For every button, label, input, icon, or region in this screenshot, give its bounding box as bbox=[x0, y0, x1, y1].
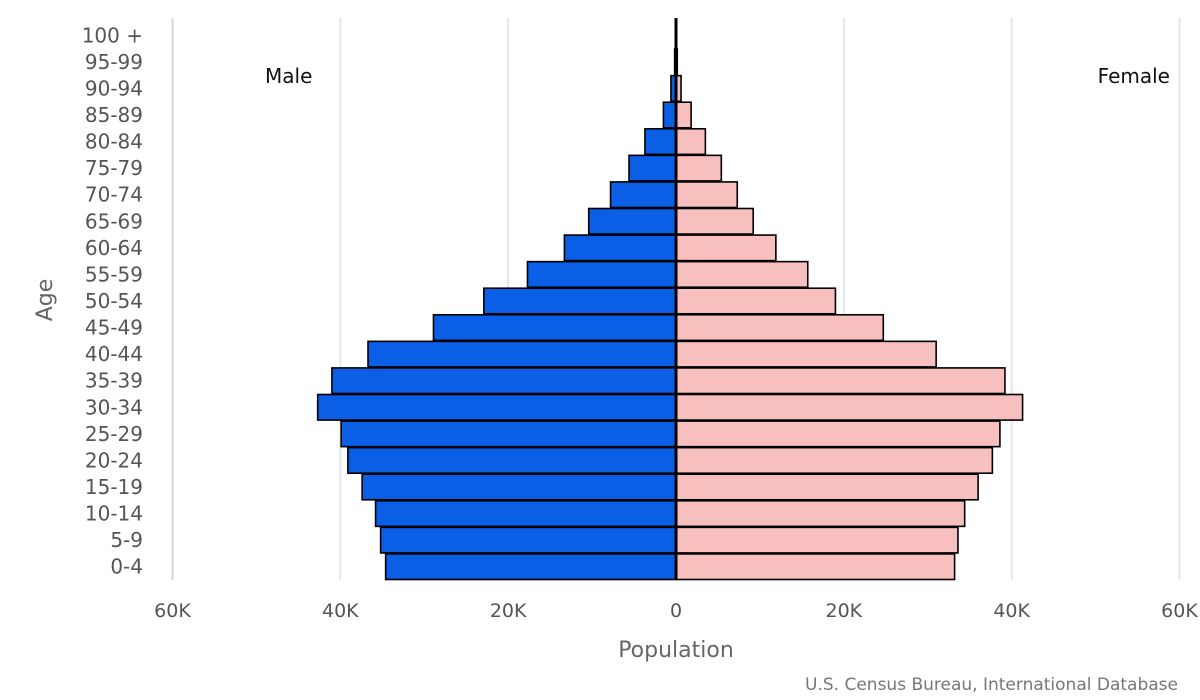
male-bar-45_49 bbox=[432, 313, 677, 342]
female-bar-80_84 bbox=[675, 127, 707, 156]
age-label: 20-24 bbox=[85, 448, 143, 472]
female-bar-0_4 bbox=[675, 553, 956, 581]
female-bar-5_9 bbox=[675, 526, 959, 554]
age-label: 90-94 bbox=[85, 76, 143, 100]
x-tick-label: 0 bbox=[670, 600, 682, 622]
age-label: 60-64 bbox=[85, 236, 143, 260]
male-bar-40_44 bbox=[367, 340, 677, 368]
male-bar-65_69 bbox=[587, 207, 677, 235]
female-bar-60_64 bbox=[675, 234, 777, 262]
male-bar-20_24 bbox=[347, 446, 677, 475]
age-label: 80-84 bbox=[85, 130, 143, 154]
female-bar-55_59 bbox=[675, 260, 809, 289]
age-label: 85-89 bbox=[85, 103, 143, 127]
female-bar-35_39 bbox=[675, 367, 1006, 395]
x-tick-label: 20K bbox=[826, 600, 863, 622]
male-bar-80_84 bbox=[644, 127, 677, 156]
x-tick-label: 60K bbox=[154, 600, 191, 622]
male-side-label: Male bbox=[265, 64, 312, 88]
age-label: 15-19 bbox=[85, 475, 143, 499]
bars-layer bbox=[316, 18, 1024, 581]
x-tick-labels-layer: 60K 40K 20K 0 20K 40K 60K bbox=[154, 600, 1198, 622]
x-axis-label: Population bbox=[618, 638, 734, 663]
male-bar-10_14 bbox=[374, 499, 677, 528]
age-label: 45-49 bbox=[85, 316, 143, 340]
female-bar-75_79 bbox=[675, 154, 723, 182]
male-bar-70_74 bbox=[609, 181, 677, 209]
y-axis-label: Age bbox=[33, 279, 58, 322]
female-bar-65_69 bbox=[675, 207, 755, 235]
female-bar-10_14 bbox=[675, 499, 966, 528]
male-bar-55_59 bbox=[526, 260, 677, 289]
male-bar-85_89 bbox=[662, 101, 677, 129]
x-tick-label: 20K bbox=[490, 600, 527, 622]
female-bar-20_24 bbox=[675, 446, 994, 475]
age-label: 95-99 bbox=[85, 50, 143, 74]
age-label: 30-34 bbox=[85, 395, 143, 419]
male-bar-0_4 bbox=[384, 553, 677, 581]
x-tick-label: 40K bbox=[993, 600, 1030, 622]
male-bar-50_54 bbox=[483, 287, 677, 315]
female-bar-50_54 bbox=[675, 287, 837, 315]
male-bar-60_64 bbox=[563, 234, 677, 262]
age-label: 40-44 bbox=[85, 342, 143, 366]
male-bar-75_79 bbox=[628, 154, 677, 182]
female-bar-85_89 bbox=[675, 101, 692, 129]
male-bar-15_19 bbox=[361, 473, 677, 501]
age-label: 100 + bbox=[82, 23, 143, 47]
male-bar-35_39 bbox=[331, 367, 677, 395]
male-bar-30_34 bbox=[316, 393, 677, 421]
age-label: 55-59 bbox=[85, 262, 143, 286]
x-tick-label: 60K bbox=[1161, 600, 1198, 622]
age-label: 5-9 bbox=[110, 528, 143, 552]
age-label: 25-29 bbox=[85, 422, 143, 446]
male-bar-5_9 bbox=[379, 526, 677, 554]
age-label: 35-39 bbox=[85, 369, 143, 393]
female-bar-70_74 bbox=[675, 181, 739, 209]
age-label: 70-74 bbox=[85, 183, 143, 207]
x-tick-label: 40K bbox=[322, 600, 359, 622]
age-label: 50-54 bbox=[85, 289, 143, 313]
female-bar-15_19 bbox=[675, 473, 979, 501]
source-credit: U.S. Census Bureau, International Databa… bbox=[805, 675, 1178, 695]
age-label: 0-4 bbox=[110, 555, 143, 579]
female-bar-45_49 bbox=[675, 313, 885, 342]
male-bar-25_29 bbox=[340, 420, 677, 448]
age-label: 75-79 bbox=[85, 156, 143, 180]
age-label: 65-69 bbox=[85, 209, 143, 233]
female-bar-40_44 bbox=[675, 340, 937, 368]
female-bar-25_29 bbox=[675, 420, 1001, 448]
age-label: 10-14 bbox=[85, 502, 143, 526]
female-bar-30_34 bbox=[675, 393, 1024, 421]
female-side-label: Female bbox=[1098, 64, 1170, 88]
